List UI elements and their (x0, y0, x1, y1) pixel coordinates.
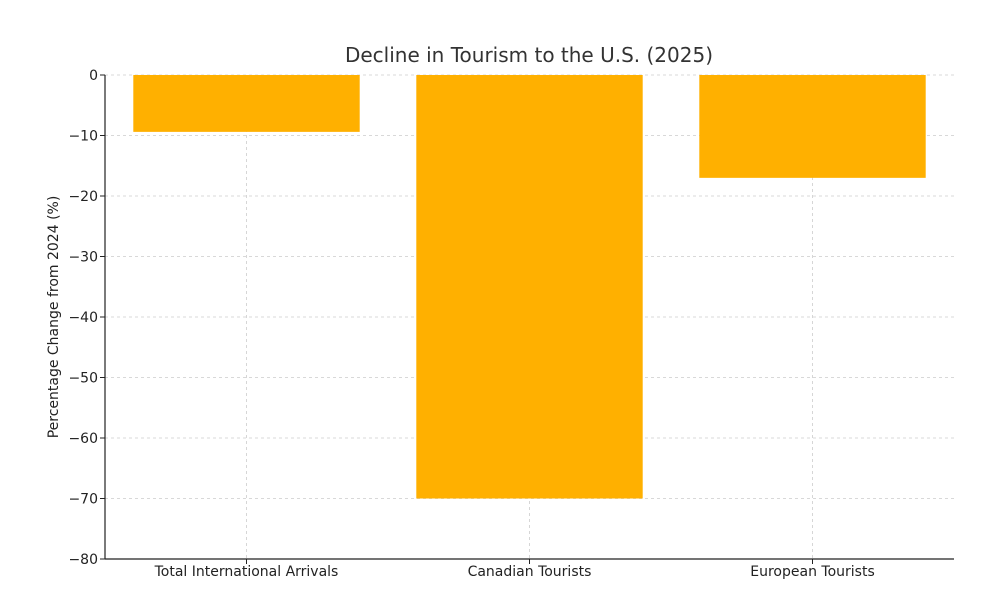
y-tick-label: −50 (68, 371, 98, 387)
y-tick-label: −60 (68, 431, 98, 447)
y-tick-label: −70 (68, 492, 98, 508)
tick-labels: 0 −10 −20 −30 −40 −50 −60 −70 −80 Total Internati… (68, 68, 874, 580)
bars (133, 75, 926, 499)
y-axis-label: Percentage Change from 2024 (%) (46, 196, 62, 439)
bar (699, 75, 926, 178)
y-tick-label: −30 (68, 250, 98, 266)
x-tick-label: European Tourists (750, 564, 874, 580)
y-tick-label: −10 (68, 129, 98, 145)
chart-title: Decline in Tourism to the U.S. (2025) (345, 43, 713, 67)
bar (416, 75, 643, 499)
x-tick-label: Total International Arrivals (154, 564, 339, 580)
axes (100, 74, 954, 564)
bar (133, 75, 360, 132)
y-tick-label: −20 (68, 189, 98, 205)
y-tick-label: 0 (89, 68, 98, 84)
y-tick-label: −80 (68, 552, 98, 568)
x-tick-label: Canadian Tourists (468, 564, 592, 580)
y-tick-label: −40 (68, 310, 98, 326)
